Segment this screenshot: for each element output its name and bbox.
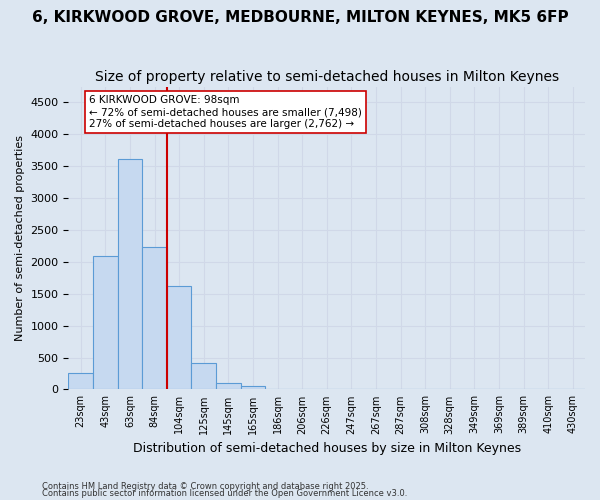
Bar bbox=[241, 386, 265, 390]
Bar bbox=[142, 247, 167, 390]
Bar bbox=[93, 256, 118, 390]
Bar bbox=[167, 286, 191, 390]
Y-axis label: Number of semi-detached properties: Number of semi-detached properties bbox=[15, 135, 25, 341]
Title: Size of property relative to semi-detached houses in Milton Keynes: Size of property relative to semi-detach… bbox=[95, 70, 559, 84]
Bar bbox=[216, 383, 241, 390]
Text: 6 KIRKWOOD GROVE: 98sqm
← 72% of semi-detached houses are smaller (7,498)
27% of: 6 KIRKWOOD GROVE: 98sqm ← 72% of semi-de… bbox=[89, 96, 362, 128]
Bar bbox=[118, 158, 142, 390]
Text: Contains HM Land Registry data © Crown copyright and database right 2025.: Contains HM Land Registry data © Crown c… bbox=[42, 482, 368, 491]
Text: Contains public sector information licensed under the Open Government Licence v3: Contains public sector information licen… bbox=[42, 489, 407, 498]
Bar bbox=[191, 362, 216, 390]
Bar bbox=[68, 374, 93, 390]
X-axis label: Distribution of semi-detached houses by size in Milton Keynes: Distribution of semi-detached houses by … bbox=[133, 442, 521, 455]
Text: 6, KIRKWOOD GROVE, MEDBOURNE, MILTON KEYNES, MK5 6FP: 6, KIRKWOOD GROVE, MEDBOURNE, MILTON KEY… bbox=[32, 10, 568, 25]
